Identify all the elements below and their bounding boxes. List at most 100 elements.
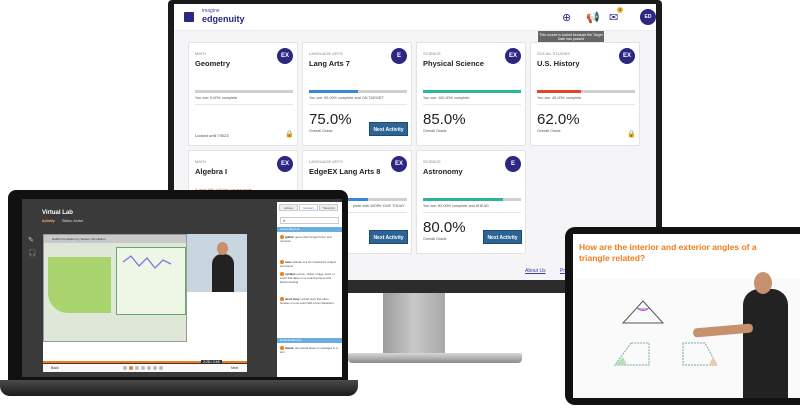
progress-text: You are: 82.00% complete and AHEAD — [423, 204, 489, 208]
course-title[interactable]: EdgeEX Lang Arts 8 — [309, 167, 381, 176]
lesson-wordlist-header: Lesson Word List — [277, 227, 342, 232]
course-type-icon: EX — [619, 48, 635, 64]
megaphone-icon[interactable]: 📢 — [586, 12, 600, 24]
progress-text: You are: 0.00% complete — [195, 96, 238, 100]
page-dot[interactable] — [141, 366, 145, 370]
term: theme: — [285, 346, 295, 350]
course-subject: MATH — [195, 51, 207, 56]
course-title[interactable]: Physical Science — [423, 59, 484, 68]
top-bar: imagine edgenuity ⊕ 📢 ✉ 3 ED — [174, 4, 656, 31]
next-activity-button[interactable]: Next Activity — [369, 122, 408, 136]
course-card[interactable]: SCIENCE Astronomy E You are: 82.00% comp… — [416, 150, 526, 254]
instructor-head — [217, 242, 228, 255]
course-title[interactable]: U.S. History — [537, 59, 580, 68]
page-dot[interactable] — [123, 366, 127, 370]
divider — [309, 104, 407, 105]
course-title[interactable]: Lang Arts 7 — [309, 59, 350, 68]
course-type-icon: EX — [277, 48, 293, 64]
divider — [537, 104, 635, 105]
glossary-search-input[interactable]: ⌕ — [280, 217, 339, 224]
triangle-diagrams — [614, 300, 718, 366]
progress-fill — [423, 198, 504, 201]
virtual-lab-screen: Virtual Lab Activity Status: Active ✎ 🎧 … — [22, 199, 342, 377]
remove-icon[interactable] — [280, 346, 284, 351]
envelope-icon[interactable]: ✉ — [609, 12, 619, 24]
course-subject: SOCIAL STUDIES — [537, 51, 570, 56]
question-banner — [573, 234, 800, 279]
glossary-item[interactable]: theme: the central ideas or messages in … — [280, 346, 338, 354]
divider — [309, 212, 407, 213]
tablet: How are the interior and exterior angles… — [565, 227, 800, 405]
desktop-monitor: imagine edgenuity ⊕ 📢 ✉ 3 ED This course… — [168, 0, 662, 293]
lab-title: Virtual Lab — [42, 210, 73, 216]
plus-circle-icon[interactable]: ⊕ — [562, 12, 572, 24]
simulation-title: Rabbit Population by Season Simulation — [44, 235, 186, 243]
course-title[interactable]: Astronomy — [423, 167, 463, 176]
glossary-item[interactable]: symbol: person, object, image, word, or … — [280, 272, 338, 284]
page-dot[interactable] — [147, 366, 151, 370]
instructor-video[interactable] — [187, 234, 247, 292]
lock-icon: 🔒 — [627, 131, 636, 138]
pencil-icon[interactable]: ✎ — [28, 237, 34, 244]
glossary-item[interactable]: short story: a brief story that often fo… — [280, 297, 338, 305]
teacher-figure — [743, 289, 788, 398]
about-us-link[interactable]: About Us — [525, 268, 546, 274]
course-subject: LANGUAGE ARTS — [309, 51, 343, 56]
activity-label: Activity — [42, 219, 55, 223]
course-card[interactable]: MATH Geometry EX You are: 0.00% complete… — [188, 42, 298, 146]
course-card[interactable]: SCIENCE Physical Science EX You are: 100… — [416, 42, 526, 146]
progress-fill — [423, 90, 521, 93]
definition: a brief story that often focuses on one … — [280, 297, 334, 306]
course-subject: MATH — [195, 159, 207, 164]
tab-enotes[interactable]: eNotes — [279, 204, 298, 211]
next-activity-button[interactable]: Next Activity — [369, 230, 408, 244]
grade-label: Overall Grade — [423, 129, 447, 133]
overall-grade: 62.0% — [537, 111, 580, 128]
term: symbol: — [285, 272, 296, 276]
glossary-item[interactable]: tone: attitude of a text toward the subj… — [280, 260, 338, 268]
divider — [195, 104, 293, 105]
grade-label: Overall Grade — [537, 129, 561, 133]
next-activity-button[interactable]: Next Activity — [483, 230, 522, 244]
progress-bar — [309, 90, 407, 93]
remove-icon[interactable] — [280, 272, 284, 277]
course-subject: LANGUAGE ARTS — [309, 159, 343, 164]
course-card[interactable]: LANGUAGE ARTS Lang Arts 7 E You are: 50.… — [302, 42, 412, 146]
simulation-panel[interactable]: Rabbit Population by Season Simulation — [43, 234, 187, 342]
glossary-item[interactable]: gothic: genre that merges horror and rom… — [280, 235, 338, 243]
back-button[interactable]: Back — [51, 366, 59, 370]
avatar[interactable]: ED — [640, 9, 656, 25]
page-dot[interactable] — [153, 366, 157, 370]
lesson-question: How are the interior and exterior angles… — [579, 242, 757, 263]
lock-icon: 🔒 — [285, 131, 294, 138]
personal-wordlist-header: Personal Word List — [277, 338, 342, 343]
divider — [423, 104, 521, 105]
course-title[interactable]: Algebra I — [195, 167, 228, 176]
term: short story: — [285, 297, 301, 301]
mail-badge: 3 — [617, 7, 623, 13]
tab-glossary[interactable]: Glossary — [299, 204, 318, 211]
remove-icon[interactable] — [280, 235, 284, 240]
edgenuity-logo-icon — [184, 12, 194, 22]
page-dot[interactable] — [159, 366, 163, 370]
page-dot[interactable] — [135, 366, 139, 370]
progress-bar — [195, 90, 293, 93]
next-button[interactable]: Next — [231, 366, 239, 370]
content-area — [187, 292, 247, 342]
remove-icon[interactable] — [280, 260, 284, 265]
overall-grade: 75.0% — [309, 111, 352, 128]
logo-text-edgenuity: edgenuity — [202, 14, 245, 24]
tab-transcript[interactable]: Transcript — [319, 204, 338, 211]
progress-bar — [423, 198, 521, 201]
definition: genre that merges horror and romance — [280, 235, 332, 244]
course-subject: SCIENCE — [423, 159, 441, 164]
page-dot-active[interactable] — [129, 366, 133, 370]
headphones-icon[interactable]: 🎧 — [28, 250, 37, 257]
course-card[interactable]: SOCIAL STUDIES U.S. History EX You are: … — [530, 42, 640, 146]
laptop-base — [0, 380, 358, 396]
monitor-stand — [383, 293, 445, 355]
video-progress-bar[interactable] — [43, 361, 247, 363]
remove-icon[interactable] — [280, 297, 284, 302]
course-title[interactable]: Geometry — [195, 59, 231, 68]
privacy-link[interactable]: Pri — [560, 268, 567, 274]
